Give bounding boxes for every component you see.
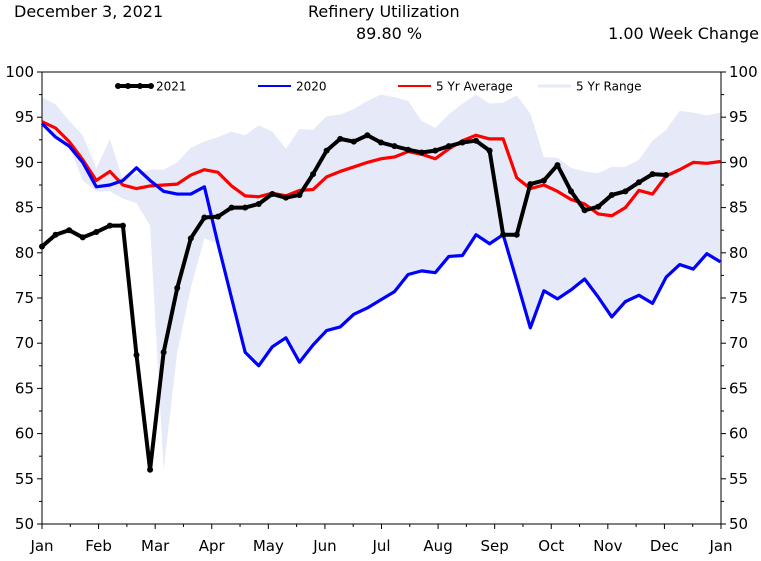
series-point-s2021 (445, 143, 452, 150)
chart-title: Refinery Utilization (308, 2, 460, 21)
legend-label-avg: 5 Yr Average (436, 80, 513, 94)
y-tick-label-right: 95 (729, 108, 748, 126)
series-point-s2021 (201, 214, 208, 221)
y-tick-label-left: 65 (15, 379, 34, 397)
series-point-s2021 (323, 147, 330, 154)
series-point-s2021 (364, 132, 371, 139)
series-point-s2021 (174, 285, 181, 292)
series-point-s2021 (581, 207, 588, 214)
series-point-s2021 (79, 234, 86, 241)
x-tick-label-aug: Aug (423, 537, 452, 555)
series-point-s2021 (160, 349, 167, 356)
y-tick-label-right: 80 (729, 244, 748, 262)
x-tick-label-mar: Mar (141, 537, 170, 555)
y-tick-label-left: 100 (5, 63, 34, 81)
x-tick-label-jul: Jul (371, 537, 390, 555)
legend-label-s2020: 2020 (296, 80, 327, 94)
y-tick-label-right: 55 (729, 470, 748, 488)
series-point-s2021 (350, 138, 357, 145)
series-point-s2021 (66, 227, 73, 234)
series-point-s2021 (459, 139, 466, 146)
y-tick-label-right: 75 (729, 289, 748, 307)
series-point-s2021 (377, 139, 384, 146)
x-tick-label-dec: Dec (650, 537, 679, 555)
week-change: 1.00 Week Change (608, 24, 759, 43)
series-point-s2021 (187, 235, 194, 242)
series-point-s2021 (513, 231, 520, 238)
series-point-s2021 (405, 146, 412, 153)
x-tick-label-jun: Jun (312, 537, 336, 555)
series-point-s2021 (527, 181, 534, 188)
y-tick-label-left: 85 (15, 199, 34, 217)
series-point-s2021 (554, 162, 561, 169)
series-point-s2021 (133, 351, 140, 358)
y-tick-label-right: 100 (729, 63, 758, 81)
legend-marker-2021 (115, 83, 121, 89)
series-point-s2021 (106, 222, 113, 229)
y-tick-label-left: 80 (15, 244, 34, 262)
series-point-s2021 (608, 191, 615, 198)
series-point-s2021 (52, 231, 59, 238)
series-point-s2021 (391, 143, 398, 150)
series-point-s2021 (663, 172, 670, 179)
series-point-s2021 (39, 243, 45, 250)
legend-label-range: 5 Yr Range (576, 80, 642, 94)
series-point-s2021 (255, 200, 262, 207)
series-point-s2021 (622, 188, 629, 195)
x-tick-label-jan: Jan (708, 537, 732, 555)
series-line-s2020 (40, 122, 722, 368)
x-tick-label-apr: Apr (199, 537, 226, 555)
y-tick-label-left: 90 (15, 153, 34, 171)
series-point-s2021 (486, 147, 493, 154)
legend-marker-2021 (148, 83, 154, 89)
series-point-s2021 (214, 213, 221, 220)
series-point-s2021 (500, 231, 507, 238)
series-point-s2021 (242, 204, 249, 211)
series-point-s2021 (649, 171, 656, 178)
series-point-s2021 (147, 466, 154, 473)
y-tick-label-right: 70 (729, 334, 748, 352)
series-point-s2021 (310, 171, 317, 178)
series-point-s2021 (540, 177, 547, 184)
x-tick-label-feb: Feb (85, 537, 112, 555)
report-date: December 3, 2021 (14, 2, 164, 21)
series-point-s2021 (418, 149, 425, 156)
series-point-s2021 (269, 191, 276, 198)
series-point-s2021 (595, 203, 602, 210)
x-tick-label-may: May (253, 537, 284, 555)
y-tick-label-right: 90 (729, 153, 748, 171)
y-tick-label-left: 50 (15, 515, 34, 533)
legend-marker-2021 (137, 83, 143, 89)
legend-label-s2021: 2021 (156, 80, 187, 94)
current-value: 89.80 % (356, 24, 423, 43)
series-point-s2021 (119, 222, 126, 229)
y-tick-label-right: 85 (729, 199, 748, 217)
legend-marker-2021 (125, 83, 131, 89)
y-tick-label-right: 65 (729, 379, 748, 397)
x-tick-label-oct: Oct (538, 537, 564, 555)
y-tick-label-left: 60 (15, 425, 34, 443)
series-point-s2021 (568, 188, 575, 195)
series-point-s2021 (337, 135, 344, 142)
y-tick-label-left: 55 (15, 470, 34, 488)
series-point-s2021 (228, 204, 235, 211)
x-tick-label-sep: Sep (481, 537, 509, 555)
y-tick-label-left: 75 (15, 289, 34, 307)
series-point-s2021 (472, 137, 479, 144)
y-tick-label-left: 95 (15, 108, 34, 126)
x-tick-label-jan: Jan (29, 537, 53, 555)
series-point-s2021 (432, 147, 439, 154)
y-tick-label-right: 60 (729, 425, 748, 443)
series-point-s2021 (282, 194, 289, 201)
series-point-s2021 (635, 179, 642, 186)
x-tick-label-nov: Nov (593, 537, 622, 555)
y-tick-label-left: 70 (15, 334, 34, 352)
y-tick-label-right: 50 (729, 515, 748, 533)
series-point-s2021 (296, 191, 303, 198)
series-point-s2021 (93, 229, 100, 236)
